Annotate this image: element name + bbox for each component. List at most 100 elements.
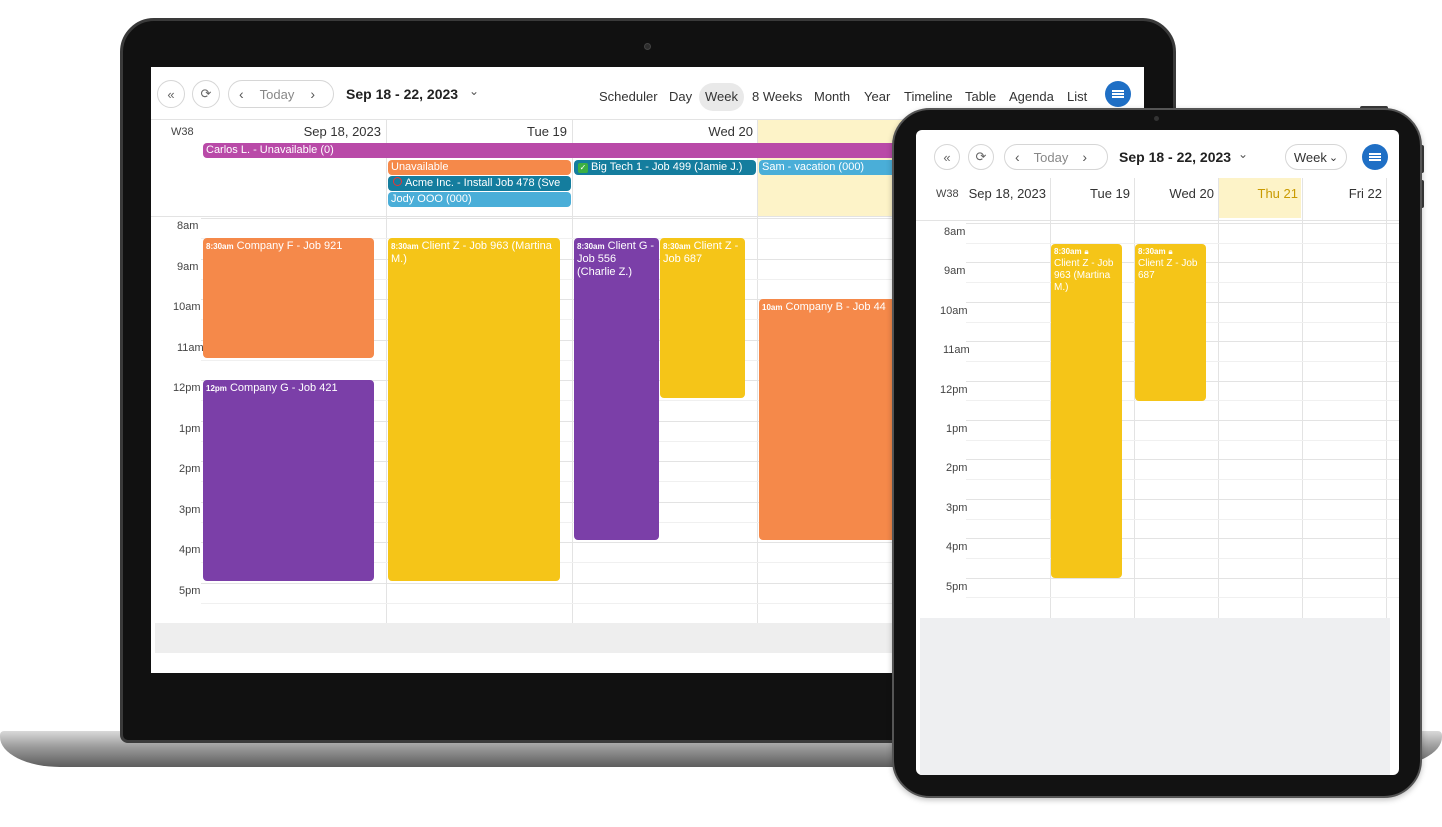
day-header-fri[interactable]: Fri 22 <box>1348 186 1382 201</box>
menu-icon[interactable] <box>1362 144 1388 170</box>
half-hour-gridline <box>966 597 1399 599</box>
event-client-z-687[interactable]: 8:30am 🔒︎ Client Z - Job 687 <box>1135 244 1206 401</box>
hour-gridline <box>966 538 1399 540</box>
week-number: W38 <box>936 188 959 200</box>
day-header-tue[interactable]: Tue 19 <box>1090 186 1130 201</box>
half-hour-gridline <box>966 518 1399 520</box>
half-hour-gridline <box>966 557 1399 559</box>
column-divider <box>757 120 758 623</box>
tablet-screen: « ⟳ ‹ Today › Sep 18 - 22, 2023 ⌄ Week ⌄ … <box>916 130 1399 775</box>
event-title: Client Z - Job 687 <box>663 240 739 265</box>
column-divider <box>1386 178 1387 618</box>
hour-gridline <box>201 420 1144 422</box>
event-time: 8:30am <box>1138 247 1166 256</box>
tablet-side-button <box>1420 180 1424 208</box>
laptop-camera <box>644 43 651 50</box>
tab-year[interactable]: Year <box>864 89 891 104</box>
allday-event-jody[interactable]: Jody OOO (000) <box>388 192 571 207</box>
allday-event-sam[interactable]: Sam - vacation (000) <box>759 160 899 175</box>
view-select[interactable]: Week ⌄ <box>1285 144 1347 170</box>
calendar-footer <box>920 618 1390 775</box>
next-arrow-icon[interactable]: › <box>310 86 316 102</box>
checkbox-icon: ✓ <box>578 163 588 173</box>
event-time: 8:30am <box>577 242 605 251</box>
week-number: W38 <box>171 126 194 138</box>
day-header-wed[interactable]: Wed 20 <box>1169 186 1214 201</box>
tab-agenda[interactable]: Agenda <box>1009 89 1054 104</box>
half-hour-gridline <box>966 439 1399 441</box>
half-hour-gridline <box>966 479 1399 481</box>
allday-event-acme-label: Acme Inc. - Install Job 478 (Sve <box>405 177 561 189</box>
event-company-f[interactable]: 8:30am Company F - Job 921 <box>203 238 374 358</box>
column-divider <box>1050 178 1051 618</box>
tab-scheduler[interactable]: Scheduler <box>599 89 658 104</box>
time-label: 11am <box>177 342 204 354</box>
tab-timeline[interactable]: Timeline <box>904 89 953 104</box>
event-title: Client Z - Job 687 <box>1138 258 1198 281</box>
hour-gridline <box>966 498 1399 500</box>
event-time: 8:30am <box>663 242 691 251</box>
menu-icon[interactable] <box>1105 81 1131 107</box>
event-time: 10am <box>762 303 783 312</box>
lock-icon: 🔒︎ <box>1084 247 1089 256</box>
time-label: 5pm <box>946 581 968 593</box>
chevron-down-icon[interactable]: ⌄ <box>469 84 480 98</box>
event-company-g[interactable]: 12pm Company G - Job 421 <box>203 380 374 581</box>
day-header-tue[interactable]: Tue 19 <box>527 124 567 139</box>
jump-back-icon[interactable]: « <box>934 144 960 170</box>
event-client-z-687[interactable]: 8:30am Client Z - Job 687 <box>660 238 745 398</box>
event-title: Company F - Job 921 <box>236 240 343 252</box>
column-divider <box>1218 178 1219 618</box>
event-time: 12pm <box>206 384 227 393</box>
refresh-icon[interactable]: ⟳ <box>968 144 994 170</box>
time-label: 11am <box>943 344 970 356</box>
day-header-mon[interactable]: Sep 18, 2023 <box>303 124 381 139</box>
time-label: 1pm <box>946 423 968 435</box>
tab-day[interactable]: Day <box>669 89 693 104</box>
tab-month[interactable]: Month <box>814 89 851 104</box>
day-header-thu[interactable]: Thu 21 <box>1257 186 1298 201</box>
tab-week[interactable]: Week <box>699 83 744 111</box>
half-hour-gridline <box>201 602 1144 604</box>
allday-event-unavailable[interactable]: Unavailable <box>388 160 571 175</box>
tab-list[interactable]: List <box>1067 89 1088 104</box>
time-label: 9am <box>944 265 966 277</box>
hour-gridline <box>201 582 1144 584</box>
today-button[interactable]: Today <box>1033 149 1069 165</box>
chevron-down-icon[interactable]: ⌄ <box>1238 147 1249 161</box>
jump-back-icon[interactable]: « <box>157 80 185 108</box>
prev-arrow-icon[interactable]: ‹ <box>239 86 244 102</box>
hour-gridline <box>201 218 1144 219</box>
time-label: 9am <box>177 261 199 273</box>
time-label: 4pm <box>946 541 968 553</box>
tablet-side-button <box>1420 145 1424 173</box>
today-button[interactable]: Today <box>259 86 295 102</box>
event-client-g[interactable]: 8:30am Client G - Job 556 (Charlie Z.) <box>574 238 659 540</box>
time-label: 10am <box>173 301 201 313</box>
event-client-z-963[interactable]: 8:30am Client Z - Job 963 (Martina M.) <box>388 238 560 581</box>
allday-event-carlos[interactable]: Carlos L. - Unavailable (0) <box>203 143 983 158</box>
tab-8-weeks[interactable]: 8 Weeks <box>752 89 803 104</box>
date-range-title[interactable]: Sep 18 - 22, 2023 <box>346 86 459 102</box>
header-divider <box>916 220 1399 221</box>
allday-event-bigtech[interactable]: ✓ Big Tech 1 - Job 499 (Jamie J.) <box>574 160 756 175</box>
day-header-wed[interactable]: Wed 20 <box>708 124 753 139</box>
allday-divider <box>151 216 1144 217</box>
event-client-z-963[interactable]: 8:30am 🔒︎ Client Z - Job 963 (Martina M.… <box>1051 244 1122 578</box>
date-range-title[interactable]: Sep 18 - 22, 2023 <box>1119 149 1232 165</box>
time-label: 10am <box>940 305 968 317</box>
today-nav: ‹ Today › <box>1004 144 1108 170</box>
hour-gridline <box>201 501 1144 503</box>
time-label: 12pm <box>173 382 201 394</box>
time-label: 4pm <box>179 544 201 556</box>
allday-event-acme[interactable]: Acme Inc. - Install Job 478 (Sve <box>388 176 571 191</box>
time-label: 5pm <box>179 585 201 597</box>
next-arrow-icon[interactable]: › <box>1082 149 1088 165</box>
event-time: 8:30am <box>391 242 419 251</box>
time-label: 1pm <box>179 423 201 435</box>
prev-arrow-icon[interactable]: ‹ <box>1015 149 1020 165</box>
day-header-mon[interactable]: Sep 18, 2023 <box>968 186 1046 201</box>
tab-table[interactable]: Table <box>965 89 997 104</box>
refresh-icon[interactable]: ⟳ <box>192 80 220 108</box>
allday-event-bigtech-label: Big Tech 1 - Job 499 (Jamie J.) <box>591 161 743 173</box>
